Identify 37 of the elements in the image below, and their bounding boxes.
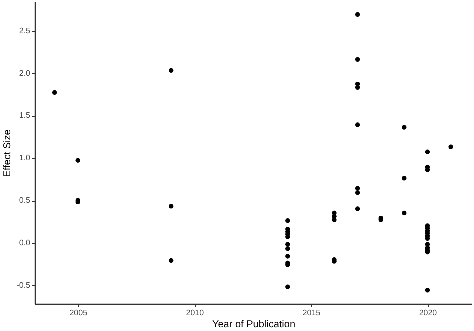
point [425, 168, 430, 172]
point [425, 288, 430, 293]
point [332, 218, 337, 222]
y-tick-label: 0.0 [19, 238, 32, 248]
point [425, 150, 430, 154]
point [286, 242, 290, 247]
y-tick-label: 2.5 [19, 26, 32, 36]
point [355, 206, 360, 212]
y-tick-label: -0.5 [16, 280, 32, 290]
point [169, 204, 174, 209]
point [286, 254, 290, 259]
y-axis-title: Effect Size [2, 129, 14, 178]
y-tick-label: 1.5 [19, 111, 32, 120]
point [286, 218, 290, 224]
point [76, 158, 80, 163]
point [355, 190, 360, 196]
point [355, 186, 360, 191]
point [402, 176, 407, 181]
y-tick-label: 0.5 [19, 196, 32, 206]
x-tick-label: 2005 [70, 308, 88, 318]
x-axis-title: Year of Publication [212, 320, 296, 330]
point [286, 284, 290, 290]
x-tick-label: 2015 [302, 308, 322, 318]
point [355, 122, 360, 128]
point [169, 258, 174, 264]
point [355, 57, 360, 62]
point [402, 210, 407, 216]
point [448, 144, 454, 150]
point [52, 90, 58, 96]
point [286, 246, 290, 252]
x-tick-label: 2010 [186, 308, 205, 318]
point [355, 12, 360, 18]
point [169, 68, 174, 74]
y-tick-label: 1.0 [19, 154, 32, 163]
y-tick-label: 2.0 [19, 68, 32, 78]
x-tick-label: 2020 [419, 308, 438, 318]
point [402, 125, 407, 130]
